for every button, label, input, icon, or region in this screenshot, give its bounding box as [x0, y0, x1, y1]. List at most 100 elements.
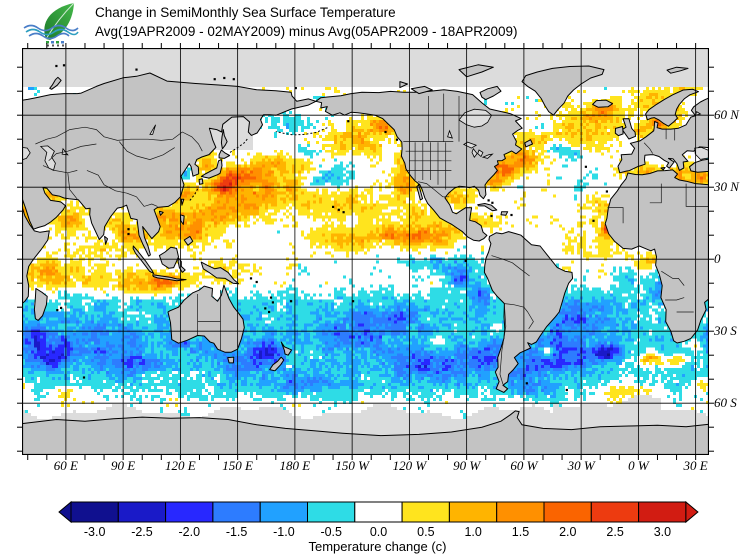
landmass-ellesmere: [458, 64, 494, 78]
lon-label-180E: 180 E: [279, 458, 311, 473]
colorbar-segment--2.5: [117, 501, 167, 523]
lat-label-0: 0: [714, 251, 721, 267]
lake-baikal: [149, 124, 156, 135]
landmass-tasmania: [227, 356, 235, 364]
header: Change in SemiMonthly Sea Surface Temper…: [0, 0, 755, 48]
wave-lines-icon: [23, 24, 79, 40]
landmass-mindanao: [183, 235, 194, 246]
landmass-hokkaido: [218, 149, 231, 159]
lat-label-60N: 60 N: [714, 107, 739, 123]
map-axis-ticks: [17, 43, 714, 460]
landmass-newguinea: [200, 261, 240, 285]
landmass-sicily: [660, 167, 666, 171]
colorbar-segment-2.0: [543, 501, 592, 523]
landmass-greenland: [521, 65, 605, 116]
landmass-sakhalin: [220, 129, 228, 150]
landmass-iceland: [592, 99, 614, 108]
colorbar-left-arrow: [58, 501, 72, 524]
map-frame: [22, 48, 709, 455]
landmass-luzon: [179, 214, 185, 225]
small-islands: [55, 64, 608, 392]
colorbar: [58, 501, 699, 524]
lon-label-0W: 0 W: [628, 458, 649, 473]
landmass-antarctica: [22, 410, 709, 455]
colorbar-tick-1.5: 1.5: [511, 525, 530, 539]
landmass-sulawesi: [177, 257, 186, 273]
colorbar-tick--0.5: -0.5: [320, 525, 342, 539]
lake-hudson: [458, 108, 493, 128]
lat-label-60S: 60 S: [714, 395, 737, 411]
lake-ladoga: [695, 110, 702, 116]
lon-label-120E: 120 E: [165, 458, 196, 473]
landmass-sumatra: [132, 245, 155, 275]
landmass-newfoundland: [524, 139, 533, 148]
country-borders: [35, 93, 709, 385]
continents: [22, 64, 709, 393]
landmass-borneo: [158, 246, 179, 269]
landmass-nzS: [269, 356, 285, 372]
lake-huron: [477, 149, 484, 158]
colorbar-segment-0.0: [354, 501, 403, 523]
landmass-turkey: [689, 158, 709, 173]
colorbar-segment-1.5: [496, 501, 545, 523]
lon-label-60E: 60 E: [53, 458, 78, 473]
landmass-uk: [621, 118, 636, 140]
lat-label-30S: 30 S: [714, 323, 737, 339]
colorbar-tick-0.0: 0.0: [369, 525, 388, 539]
colorbar-tick-labels: -3.0 -2.5 -2.0 -1.5 -1.0 -0.5 0.0 0.5 1.0 1.5 2.0 2…: [71, 525, 686, 539]
colorbar-segment-0.5: [401, 501, 450, 523]
lakes-inland-seas: [22, 108, 709, 171]
colorbar-segment--1.0: [259, 501, 308, 523]
landmass-kyushu: [198, 178, 204, 185]
landmass-europe: [617, 97, 709, 174]
colorbar-tick-0.5: 0.5: [417, 525, 435, 539]
page-title: Change in SemiMonthly Sea Surface Temper…: [95, 5, 396, 20]
ocean-leaf-logo: [23, 2, 79, 47]
map-panel: [22, 48, 709, 455]
landmass-samerica: [483, 231, 574, 393]
landmass-australia: [167, 284, 245, 353]
colorbar-segment-2.5: [590, 501, 640, 523]
colorbar-segment--1.5: [212, 501, 261, 523]
colorbar-tick--1.5: -1.5: [225, 525, 248, 539]
landmass-svalbard: [666, 66, 689, 74]
lon-label-90W: 90 W: [453, 458, 481, 473]
colorbar-segment-3.0: [638, 501, 687, 523]
world-map: [22, 48, 709, 455]
landmass-africaSliver: [22, 205, 50, 305]
colorbar-tick--2.5: -2.5: [131, 525, 153, 539]
colorbar-segment--2.0: [165, 501, 214, 523]
lake-michigan: [471, 147, 478, 158]
lake-erieont: [481, 153, 494, 159]
landmass-ireland: [614, 126, 624, 137]
landmass-srilanka: [104, 235, 108, 245]
island-arcs: [189, 127, 328, 201]
page-subtitle: Avg(19APR2009 - 02MAY2009) minus Avg(05A…: [95, 24, 518, 39]
landmass-java: [152, 274, 187, 282]
colorbar-tick-2.0: 2.0: [559, 525, 577, 539]
lon-label-30W: 30 W: [567, 458, 595, 473]
colorbar-tick--2.0: -2.0: [178, 525, 201, 539]
landmass-novayazemlya: [49, 76, 62, 90]
landmass-taiwan: [180, 198, 185, 206]
lake-blackSeaR: [694, 146, 709, 160]
lat-label-30N: 30 N: [714, 179, 739, 195]
landmass-banks: [399, 81, 408, 89]
graticule: [22, 48, 709, 455]
landmass-hispaniola: [500, 211, 509, 216]
landmass-victoria: [410, 85, 433, 95]
landmass-namerica: [315, 89, 523, 242]
colorbar-segment--0.5: [307, 501, 356, 523]
lon-label-30E: 30 E: [683, 458, 708, 473]
landmass-madagascar: [33, 288, 48, 321]
colorbar-tick-1.0: 1.0: [464, 525, 482, 539]
lake-caspian: [39, 145, 56, 171]
landmass-hainan: [158, 210, 164, 216]
colorbar-tick-3.0: 3.0: [653, 525, 672, 539]
lon-label-150W: 150 W: [335, 458, 369, 473]
landmass-scandinavia: [645, 88, 699, 127]
landmass-baffin: [479, 85, 502, 101]
landmass-cuba: [477, 203, 498, 212]
lake-winnipeg: [447, 129, 453, 139]
